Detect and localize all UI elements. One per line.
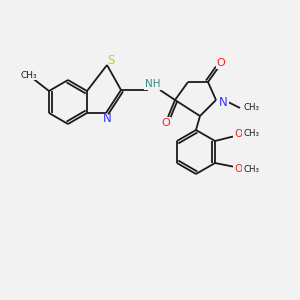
Text: O: O <box>217 58 225 68</box>
Text: O: O <box>234 164 242 174</box>
Text: N: N <box>103 112 111 124</box>
Text: S: S <box>107 55 115 68</box>
Text: NH: NH <box>145 79 161 89</box>
Text: O: O <box>234 129 242 139</box>
Text: CH₃: CH₃ <box>243 164 259 173</box>
Text: O: O <box>162 118 170 128</box>
Text: CH₃: CH₃ <box>243 130 259 139</box>
Text: N: N <box>219 95 227 109</box>
Text: CH₃: CH₃ <box>21 70 37 80</box>
Text: CH₃: CH₃ <box>244 103 260 112</box>
